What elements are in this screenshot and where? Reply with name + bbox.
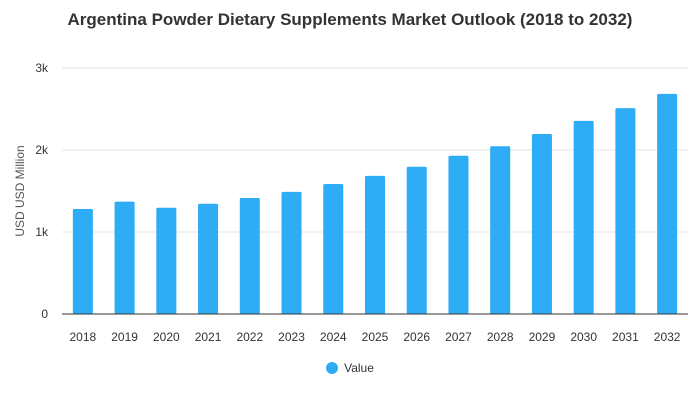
chart-title: Argentina Powder Dietary Supplements Mar… bbox=[67, 10, 633, 29]
bar bbox=[156, 207, 177, 314]
x-tick-label: 2023 bbox=[278, 330, 305, 344]
bar bbox=[490, 146, 511, 314]
legend-label: Value bbox=[344, 361, 374, 375]
bar bbox=[114, 201, 135, 314]
bar bbox=[406, 166, 427, 314]
bar bbox=[448, 155, 469, 314]
x-tick-label: 2032 bbox=[654, 330, 681, 344]
bar bbox=[323, 184, 344, 314]
bar bbox=[657, 93, 678, 314]
y-tick-label: 3k bbox=[35, 61, 49, 75]
legend-swatch-icon bbox=[326, 362, 339, 374]
y-tick-label: 2k bbox=[35, 143, 49, 157]
x-tick-label: 2030 bbox=[570, 330, 597, 344]
x-tick-label: 2031 bbox=[612, 330, 639, 344]
y-axis-label: USD USD Million bbox=[13, 145, 27, 236]
x-tick-label: 2025 bbox=[362, 330, 389, 344]
bar bbox=[198, 203, 219, 314]
x-tick-label: 2021 bbox=[195, 330, 222, 344]
x-tick-label: 2022 bbox=[236, 330, 263, 344]
x-tick-label: 2028 bbox=[487, 330, 514, 344]
y-axis-ticks: 0 1k 2k 3k bbox=[35, 61, 49, 321]
bars bbox=[72, 93, 678, 315]
legend-item-value[interactable]: Value bbox=[326, 361, 374, 375]
x-tick-label: 2027 bbox=[445, 330, 472, 344]
bar bbox=[239, 197, 260, 314]
x-tick-label: 2020 bbox=[153, 330, 180, 344]
bar bbox=[72, 209, 93, 314]
bar bbox=[573, 120, 594, 314]
x-tick-label: 2024 bbox=[320, 330, 347, 344]
bar bbox=[615, 108, 636, 315]
x-tick-label: 2029 bbox=[529, 330, 556, 344]
x-tick-label: 2018 bbox=[70, 330, 97, 344]
y-tick-label: 0 bbox=[41, 307, 48, 321]
legend: Value bbox=[0, 361, 700, 377]
bar bbox=[281, 191, 302, 314]
bar bbox=[531, 134, 552, 314]
y-tick-label: 1k bbox=[35, 225, 49, 239]
bar bbox=[364, 175, 386, 314]
x-tick-label: 2026 bbox=[403, 330, 430, 344]
x-axis-ticks: 2018 2019 2020 2021 2022 2023 2024 2025 2026 2027… bbox=[70, 330, 681, 344]
x-tick-label: 2019 bbox=[111, 330, 138, 344]
